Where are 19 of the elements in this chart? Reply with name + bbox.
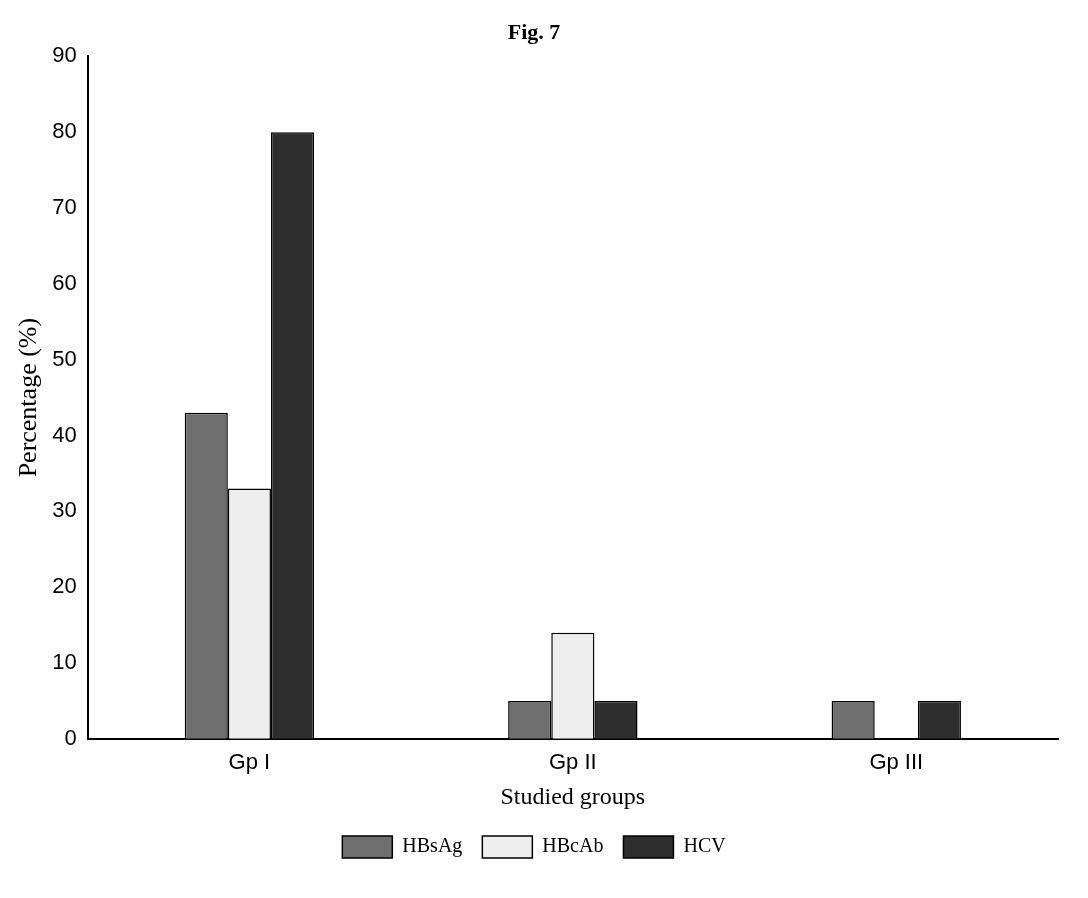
chart-title: Fig. 7 <box>507 18 561 44</box>
y-tick-label: 50 <box>52 345 77 371</box>
x-tick-label: Gp III <box>869 749 924 775</box>
legend-label: HCV <box>683 834 727 857</box>
y-tick-label: 40 <box>52 421 77 447</box>
y-tick-label: 90 <box>52 42 77 68</box>
y-tick-label: 20 <box>52 573 77 599</box>
x-tick-label: Gp II <box>548 749 597 775</box>
y-tick-label: 60 <box>52 269 77 295</box>
y-axis-title: Percentage (%) <box>13 317 43 478</box>
legend-label: HBcAb <box>542 834 604 857</box>
x-axis-title: Studied groups <box>500 782 646 809</box>
y-tick-label: 70 <box>52 194 77 220</box>
y-tick-label: 80 <box>52 118 77 144</box>
y-tick-label: 30 <box>52 497 77 523</box>
y-tick-label: 0 <box>64 724 77 750</box>
x-tick-label: Gp I <box>228 749 271 775</box>
legend-label: HBsAg <box>402 834 463 858</box>
y-tick-label: 10 <box>52 649 77 675</box>
